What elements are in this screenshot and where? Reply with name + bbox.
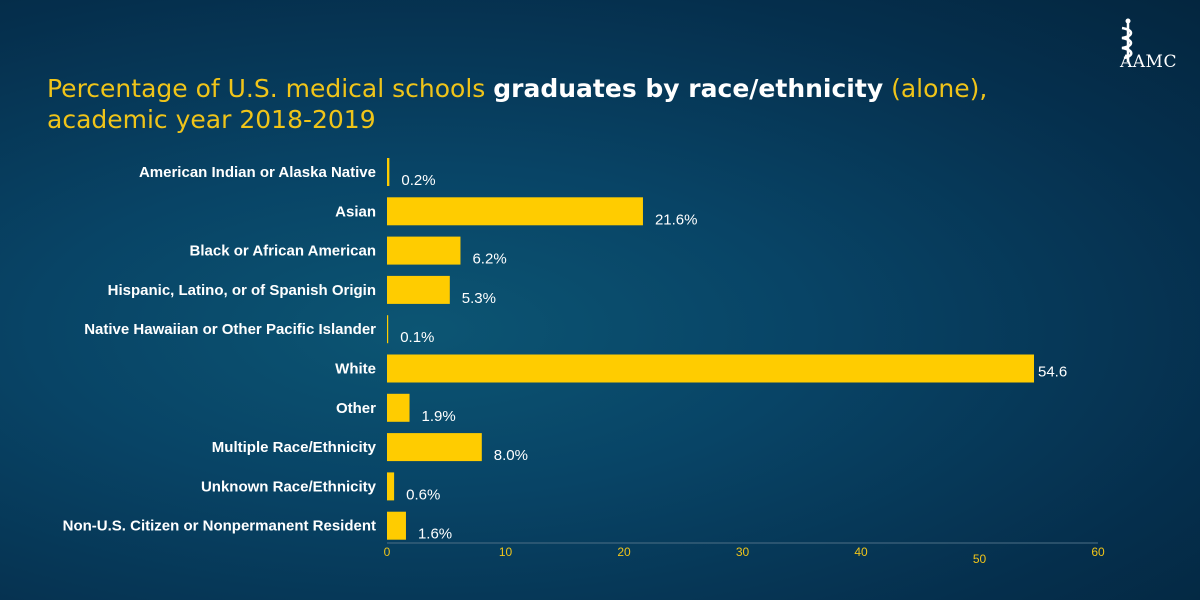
bar-5: [387, 354, 1035, 383]
x-tick-label: 0: [384, 545, 391, 559]
bar-0: [387, 158, 390, 186]
value-label: 1.6%: [418, 526, 452, 543]
x-tick-label: 60: [1091, 545, 1105, 559]
bar-6: [387, 393, 410, 422]
bar-2: [387, 236, 461, 265]
bar-4: [387, 315, 389, 344]
x-tick-label: 50: [973, 552, 987, 566]
bar-3: [387, 275, 450, 304]
value-label: 6.2%: [472, 251, 506, 268]
x-tick-label: 20: [617, 545, 631, 559]
category-label: American Indian or Alaska Native: [139, 164, 376, 181]
value-label: 1.9%: [422, 408, 456, 425]
title-line2: academic year 2018-2019: [47, 105, 376, 134]
x-tick-label: 10: [499, 545, 513, 559]
value-label: 0.2%: [401, 172, 435, 189]
caduceus-icon: [1121, 18, 1133, 62]
category-label: White: [335, 361, 376, 378]
title-part1: Percentage of U.S. medical schools: [47, 74, 494, 103]
aamc-logo-text: AAMC: [1120, 52, 1177, 72]
value-label: 8.0%: [494, 447, 528, 464]
value-label: 0.6%: [406, 486, 440, 503]
category-label: Multiple Race/Ethnicity: [212, 439, 377, 456]
x-tick-label: 30: [736, 545, 750, 559]
category-label: Hispanic, Latino, or of Spanish Origin: [108, 282, 376, 299]
title-part3: (alone),: [883, 74, 988, 103]
category-label: Black or African American: [190, 243, 376, 260]
value-label: 21.6%: [655, 211, 698, 228]
value-label: 54.6: [1038, 364, 1067, 381]
bar-8: [387, 472, 395, 501]
bar-1: [387, 197, 643, 226]
value-label: 0.1%: [400, 329, 434, 346]
category-label: Non-U.S. Citizen or Nonpermanent Residen…: [63, 518, 376, 535]
category-label: Asian: [335, 203, 376, 220]
category-label: Unknown Race/Ethnicity: [201, 478, 377, 495]
title-part2: graduates by race/ethnicity: [493, 74, 884, 103]
chart-title: Percentage of U.S. medical schools gradu…: [47, 73, 1047, 135]
category-label: Native Hawaiian or Other Pacific Islande…: [84, 321, 376, 338]
bar-9: [387, 511, 406, 540]
bar-7: [387, 433, 482, 462]
category-label: Other: [336, 400, 376, 417]
value-label: 5.3%: [462, 290, 496, 307]
x-tick-label: 40: [854, 545, 868, 559]
